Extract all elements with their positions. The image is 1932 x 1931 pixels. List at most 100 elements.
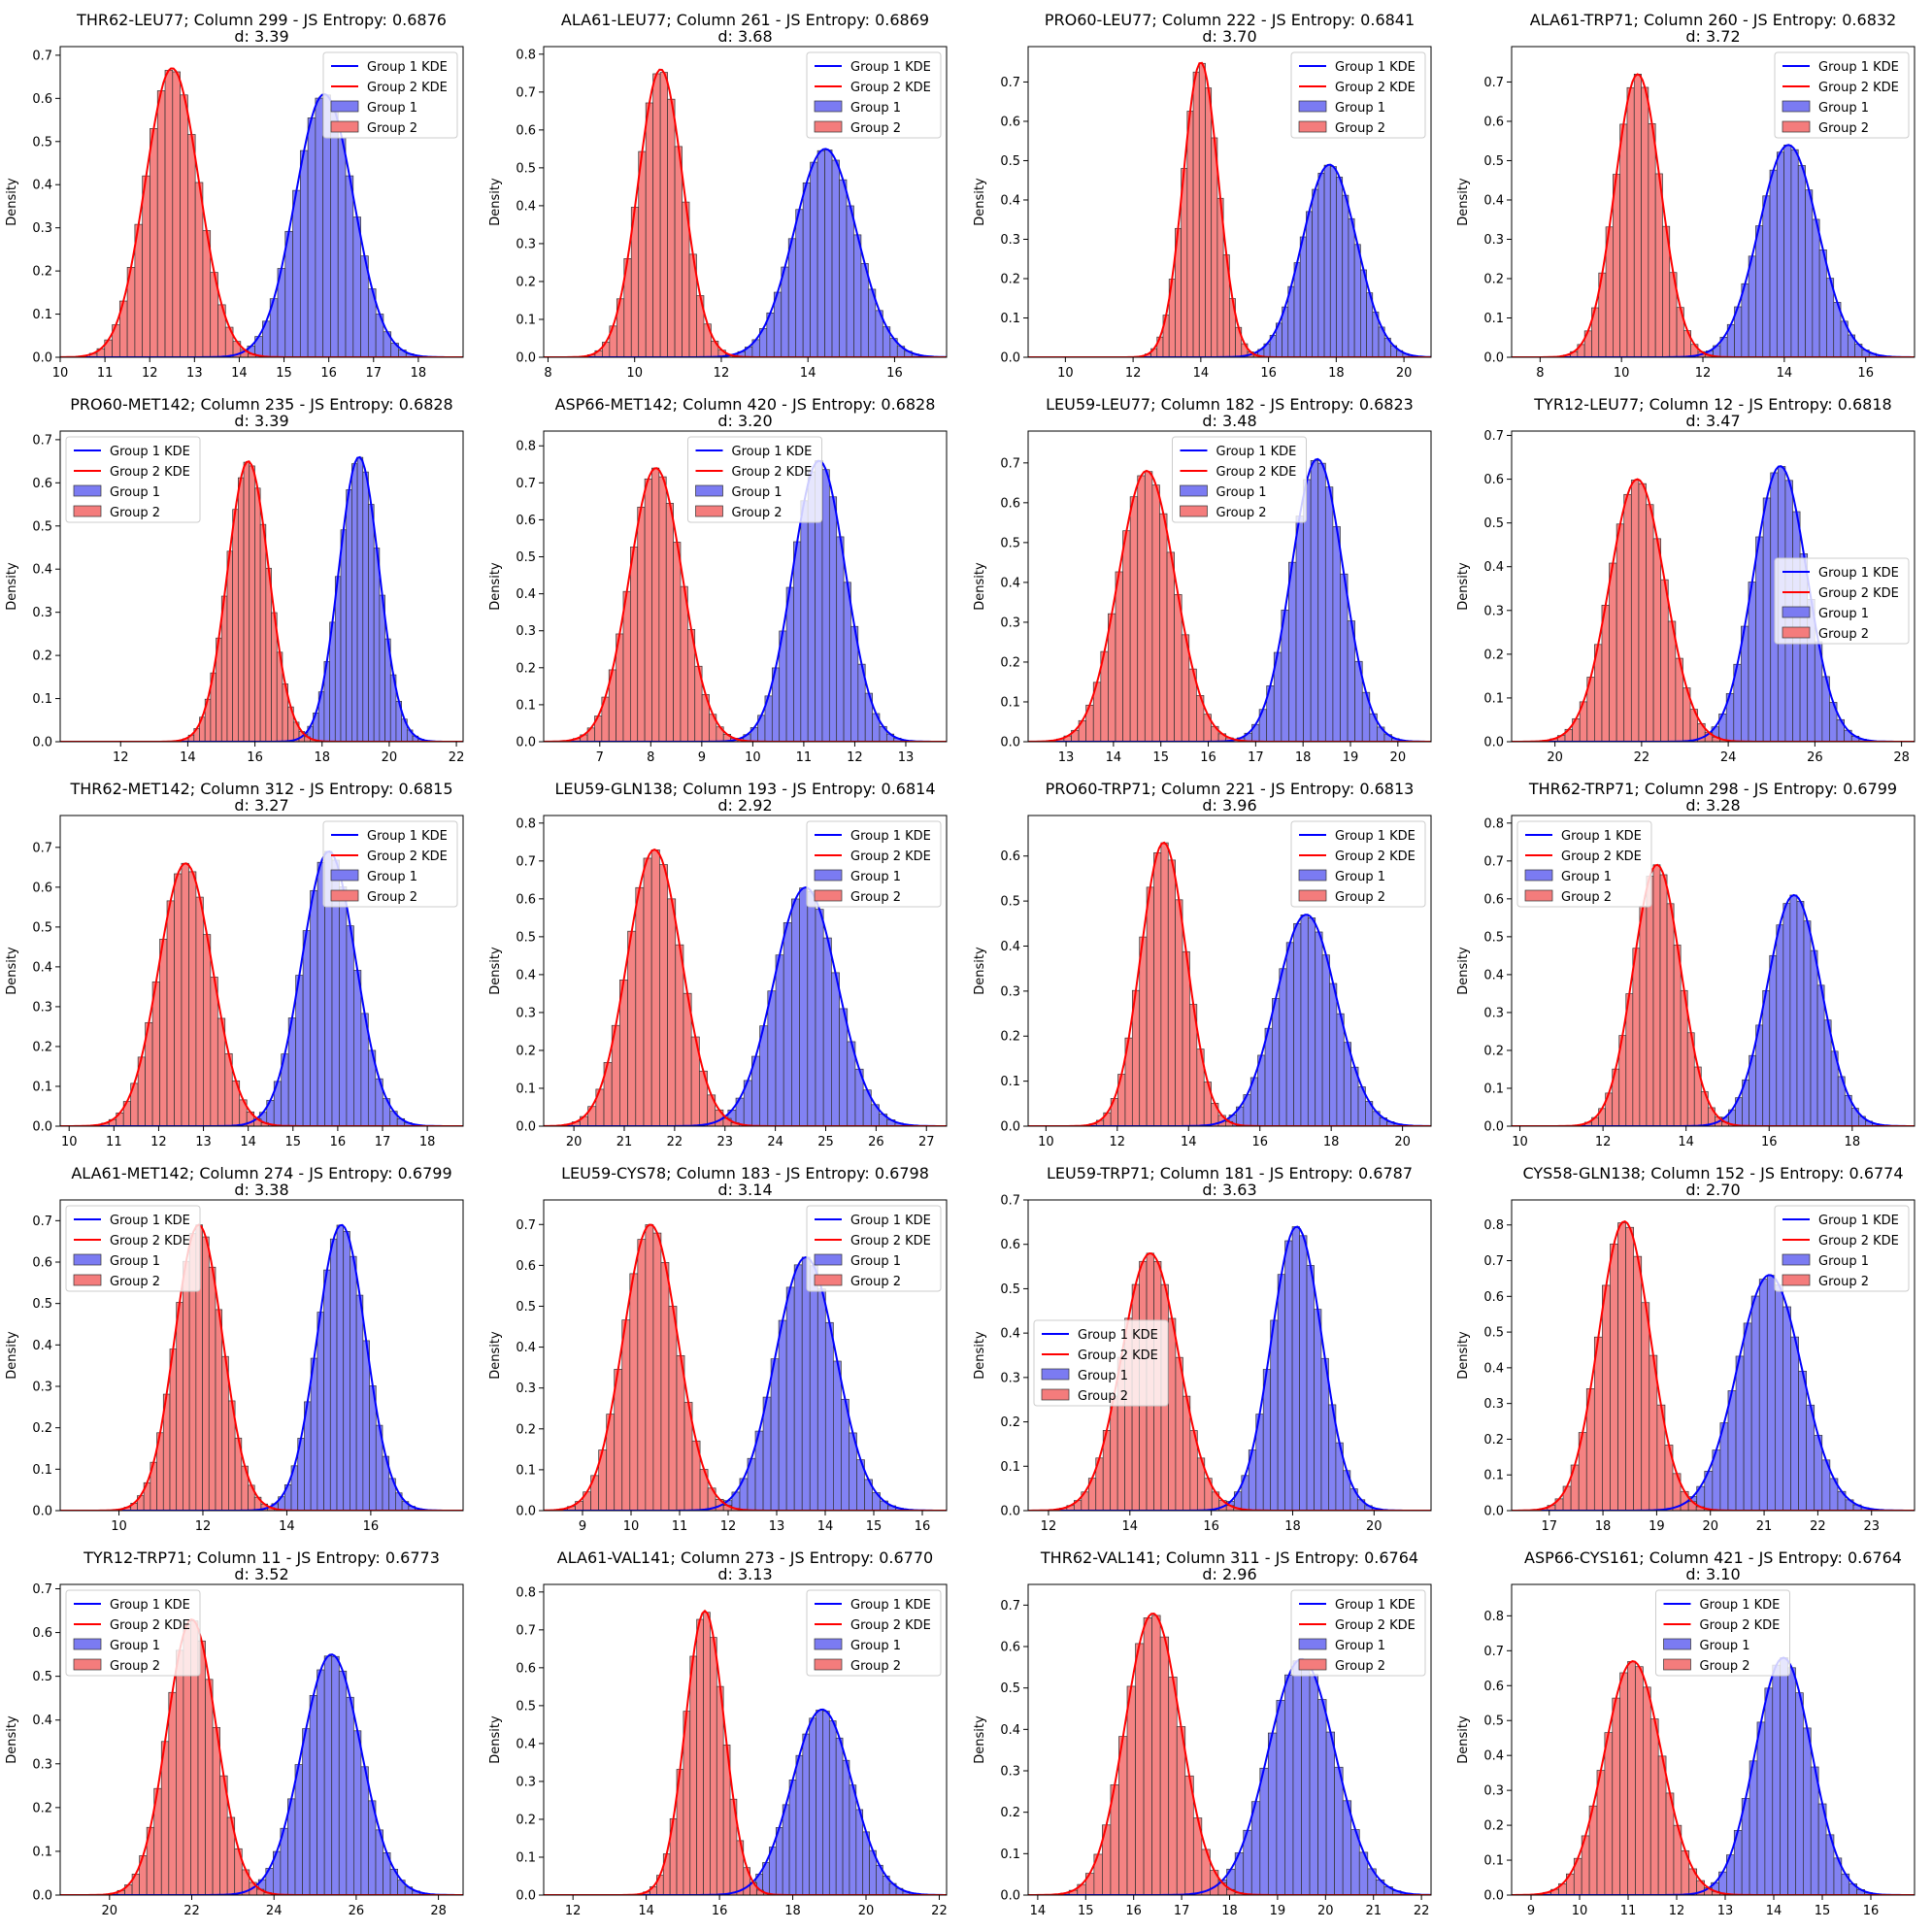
y-tick-label: 0.0 [516,1505,536,1519]
group1-bar [323,1269,331,1511]
group1-bar [1312,188,1319,357]
y-tick-label: 0.6 [1000,115,1020,129]
group1-bar [338,1670,348,1895]
group2-bar [265,567,272,742]
group2-bar [643,857,652,1126]
group1-bar [788,1780,797,1895]
group2-bar [1619,123,1628,357]
subplot-2: ALA61-LEU77; Column 261 - JS Entropy: 0.… [488,11,948,381]
group2-bar [1641,1302,1650,1511]
group2-bar [249,465,255,742]
x-tick-label: 11 [106,1135,122,1149]
plot-area [60,455,463,742]
y-tick-label: 0.1 [1000,1075,1020,1089]
subplot-8: TYR12-LEU77; Column 12 - JS Entropy: 0.6… [1456,395,1915,765]
group1-bar [839,179,848,357]
group1-kde-line [60,850,463,1126]
y-tick-label: 0.7 [1483,76,1504,90]
group2-bar [1159,513,1168,742]
subplot-subtitle: d: 3.72 [1685,27,1740,46]
plot-area [60,67,463,357]
group2-bar [1176,1726,1186,1895]
y-tick-label: 0.0 [516,736,536,750]
x-tick-label: 26 [1807,750,1823,765]
group1-bar [346,489,352,742]
group1-bar [294,1764,303,1895]
group2-bar [675,944,684,1126]
legend-label: Group 2 KDE [850,1234,931,1248]
group2-bar [1638,483,1647,742]
group2-bar [1633,74,1642,357]
group1-kde-line [1512,144,1915,357]
y-tick-label: 0.5 [516,930,536,945]
y-tick-label: 0.3 [32,1757,52,1772]
legend-label: Group 2 [1216,506,1267,520]
axes-frame [1511,46,1915,358]
group2-bar [1175,899,1183,1126]
group2-bar [1673,945,1682,1126]
x-tick-label: 18 [1221,1904,1238,1918]
x-tick-label: 14 [800,366,816,381]
group1-bar [787,238,797,357]
group2-bar [1174,594,1183,742]
y-tick-label: 0.0 [1000,1120,1020,1135]
y-tick-label: 0.5 [1483,1715,1504,1729]
group1-kde-line [544,1708,947,1895]
y-tick-label: 0.0 [32,351,52,366]
legend-label: Group 1 [110,1639,160,1653]
legend-label: Group 1 KDE [110,1214,190,1228]
legend-label: Group 2 KDE [732,465,813,480]
legend-label: Group 2 [1335,890,1385,905]
group2-bar [208,1266,217,1511]
subplot-subtitle: d: 3.52 [234,1565,288,1583]
group2-bar [1186,111,1194,357]
y-axis-label: Density [1456,1715,1471,1764]
group2-bar [1641,86,1649,357]
group1-bar [1803,920,1812,1126]
legend-label: Group 1 [1818,101,1869,116]
legend-patch-swatch [73,1638,102,1650]
group2-kde-line [1028,469,1431,742]
legend: Group 1 KDE Group 2 KDE Group 1 Group 2 [1290,820,1426,908]
y-tick-label: 0.5 [1000,895,1020,910]
y-tick-label: 0.4 [1000,193,1020,208]
group2-bar [202,1236,210,1511]
group2-bar [1601,605,1610,742]
y-tick-label: 0.6 [516,514,536,528]
group1-bar [1790,149,1799,357]
legend: Group 1 KDE Group 2 KDE Group 1 Group 2 [806,1589,942,1677]
legend-label: Group 2 KDE [367,81,448,95]
x-tick-label: 14 [1106,750,1122,765]
y-tick-label: 0.5 [32,920,52,935]
group2-bar [1630,480,1640,742]
group2-bar [1646,504,1654,742]
subplot-title: ALA61-TRP71; Column 260 - JS Entropy: 0.… [1530,11,1896,29]
axes-frame [543,430,948,743]
y-tick-label: 0.6 [1483,1680,1504,1694]
y-tick-label: 0.3 [32,1381,52,1395]
y-tick-label: 0.8 [1483,816,1504,831]
group2-bar [142,175,150,357]
group1-bar [334,576,342,742]
group1-bar [1764,1687,1774,1895]
subplot-17: TYR12-TRP71; Column 11 - JS Entropy: 0.6… [5,1548,464,1918]
group2-bar [1126,1685,1136,1895]
group2-bar [635,886,645,1126]
x-tick-label: 18 [1328,366,1345,381]
group1-bar [1264,1027,1273,1126]
group2-bar [1175,1356,1183,1511]
y-axis-label: Density [1456,947,1471,995]
legend-label: Group 2 KDE [110,1234,190,1248]
subplot-title: LEU59-GLN138; Column 193 - JS Entropy: 0… [554,780,935,798]
group1-bar [795,1754,804,1895]
x-tick-label: 12 [565,1904,582,1918]
y-tick-label: 0.2 [1000,1030,1020,1045]
y-tick-label: 0.2 [1483,1044,1504,1058]
group1-bar [831,972,840,1126]
group2-bar [183,1260,190,1511]
legend: Group 1 KDE Group 2 KDE Group 1 Group 2 [322,51,458,139]
group1-kde-line [1512,893,1915,1126]
plot-area [1028,457,1431,742]
x-tick-label: 13 [769,1519,785,1534]
y-tick-label: 0.4 [1000,940,1020,954]
